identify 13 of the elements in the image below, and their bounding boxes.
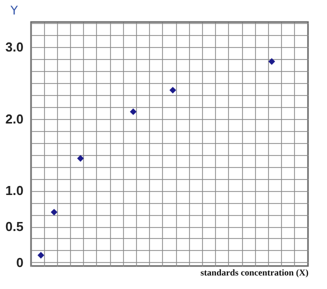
y-tick-label: 2.0 xyxy=(5,111,24,126)
point xyxy=(169,86,176,94)
y-tick-label: 3.0 xyxy=(5,40,24,55)
point xyxy=(130,108,137,116)
point xyxy=(38,252,44,259)
x-axis-title: standards concentration (X) xyxy=(200,268,308,278)
y-tick-label: 1.0 xyxy=(5,183,24,198)
point xyxy=(50,208,58,216)
y-tick-label: 0.5 xyxy=(5,219,24,234)
point xyxy=(77,155,84,162)
y-tick-label: 0 xyxy=(16,254,24,270)
point xyxy=(268,58,276,65)
y-axis-title: Y xyxy=(10,4,18,18)
